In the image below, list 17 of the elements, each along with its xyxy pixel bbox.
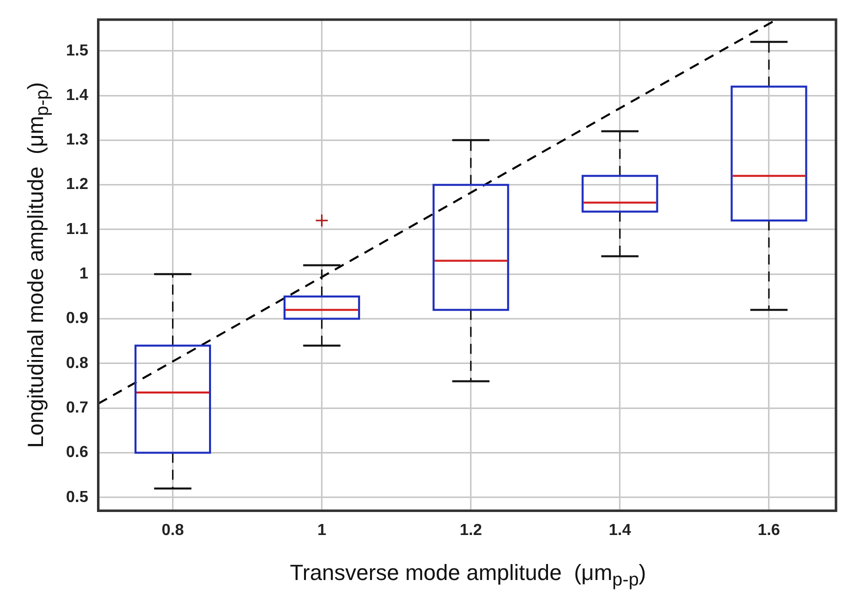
x-axis-title: Transverse mode amplitude (μm$_{p-p}$) <box>288 560 648 590</box>
x-tick-label: 0.8 <box>162 522 184 539</box>
y-tick-label: 1.5 <box>66 42 88 60</box>
y-tick-label: 1.3 <box>66 132 88 149</box>
y-tick-label: 0.9 <box>66 310 88 328</box>
x-tick-label: 1.6 <box>758 522 780 539</box>
y-tick-label: 1.1 <box>66 220 88 238</box>
x-tick-label: 1.2 <box>460 522 482 539</box>
y-tick-label: 1.4 <box>66 86 88 104</box>
x-tick-label: 1.4 <box>608 522 632 539</box>
y-tick-label: 1 <box>79 266 88 283</box>
y-tick-label: 1.2 <box>66 176 88 194</box>
y-tick-label: 0.7 <box>66 400 88 416</box>
y-tick-label: 0.5 <box>66 488 88 506</box>
y-tick-label: 0.8 <box>66 354 88 372</box>
y-tick-label: 0.6 <box>66 444 88 462</box>
x-tick-label: 1 <box>317 522 326 539</box>
